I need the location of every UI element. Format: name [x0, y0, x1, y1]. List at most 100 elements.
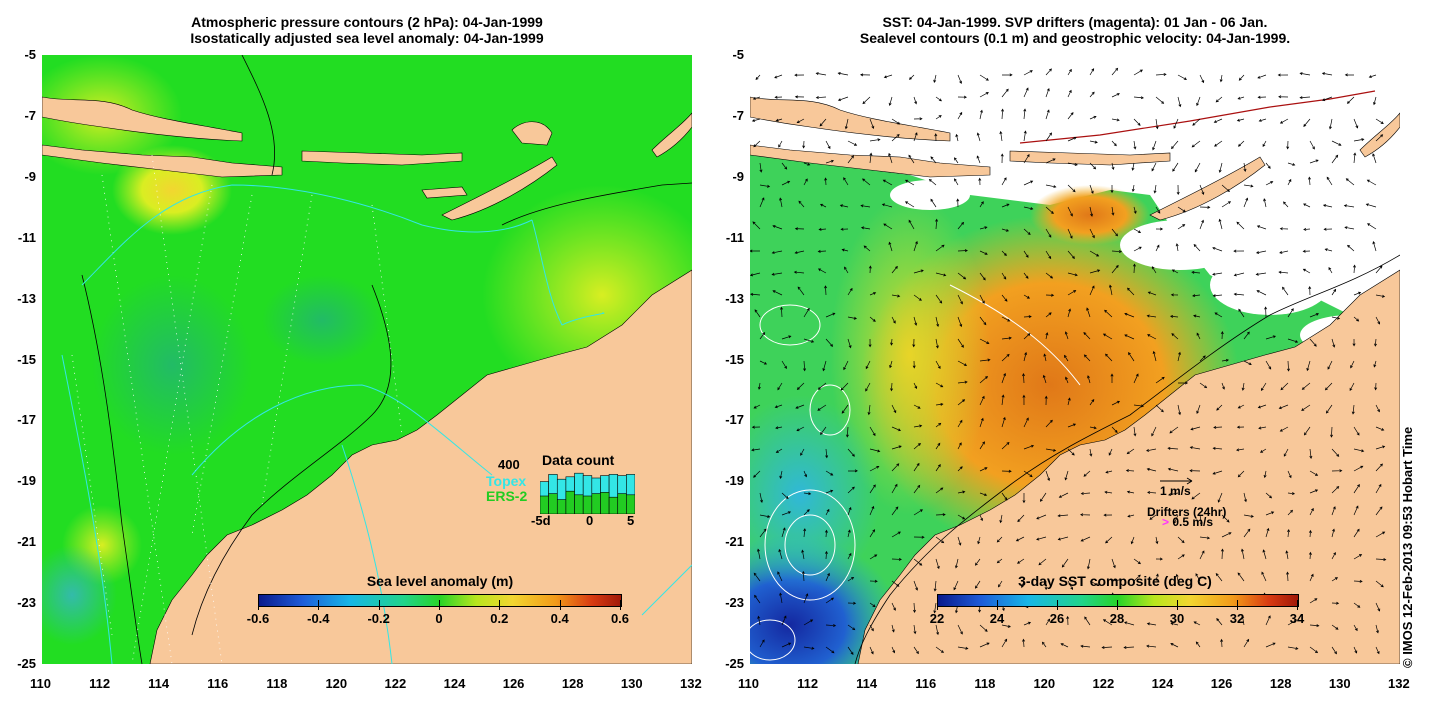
velocity-arrow-69 [1001, 108, 1005, 120]
velocity-arrow-137 [1218, 162, 1223, 173]
velocity-arrow-219 [1111, 228, 1119, 237]
velocity-arrow-636 [1353, 528, 1360, 538]
velocity-arrow-505 [1023, 444, 1035, 450]
velocity-arrow-204 [772, 225, 783, 230]
velocity-arrow-368 [1196, 332, 1201, 340]
velocity-arrow-666 [1375, 558, 1387, 562]
velocity-arrow-485 [1213, 425, 1223, 429]
velocity-arrow-419 [1042, 374, 1047, 384]
velocity-arrow-323 [847, 316, 858, 320]
velocity-arrow-291 [772, 290, 783, 296]
right-colorbar-tick-26: 26 [1049, 611, 1065, 626]
imos-credit: © IMOS 12-Feb-2013 09:53 Hobart Time [1400, 426, 1415, 668]
velocity-arrow-421 [1087, 375, 1091, 384]
velocity-arrow-544 [1237, 470, 1245, 478]
velocity-arrow-205 [794, 227, 805, 231]
velocity-arrow-329 [979, 316, 987, 326]
topex-track-2 [61, 354, 113, 664]
velocity-arrow-40 [1001, 88, 1009, 98]
velocity-arrow-738 [1045, 618, 1051, 626]
velocity-arrow-702 [891, 602, 896, 611]
velocity-arrow-643 [869, 554, 878, 560]
velocity-arrow-608 [1375, 506, 1383, 516]
velocity-arrow-642 [847, 552, 852, 560]
velocity-arrow-635 [1331, 528, 1335, 538]
velocity-arrow-71 [1045, 109, 1050, 120]
velocity-arrow-44 [1089, 91, 1095, 98]
velocity-arrow-349 [781, 335, 792, 340]
velocity-arrow-276 [1089, 269, 1101, 274]
velocity-arrow-217 [1067, 228, 1073, 239]
velocity-arrow-658 [1199, 550, 1205, 560]
velocity-arrow-728 [825, 624, 837, 628]
velocity-arrow-581 [781, 511, 792, 516]
velocity-arrow-231 [1367, 223, 1377, 230]
velocity-arrow-694 [1353, 579, 1363, 583]
velocity-arrow-412 [890, 382, 894, 392]
velocity-arrow-13 [1045, 68, 1052, 76]
velocity-arrow-501 [935, 442, 941, 450]
velocity-arrow-525 [825, 470, 834, 476]
velocity-arrow-37 [935, 96, 942, 102]
velocity-arrow-343 [1287, 308, 1294, 318]
velocity-arrow-382 [865, 360, 871, 370]
left-y-tick--23: -23 [17, 595, 36, 611]
velocity-arrow-604 [1287, 509, 1294, 516]
velocity-arrow-625 [1105, 536, 1113, 544]
velocity-arrow-238 [888, 241, 893, 252]
velocity-arrow-257 [1302, 249, 1311, 253]
velocity-arrow-275 [1067, 272, 1078, 277]
velocity-arrow-508 [1089, 448, 1093, 457]
velocity-arrow-328 [957, 316, 963, 328]
right-colorbar-tick-32: 32 [1229, 611, 1245, 626]
velocity-arrow-554 [825, 489, 834, 494]
velocity-arrow-178 [839, 204, 849, 208]
velocity-arrow-180 [881, 203, 893, 208]
velocity-arrow-117 [781, 162, 788, 170]
right-y-tick--23: -23 [725, 595, 744, 611]
right-colorbar-tick-34: 34 [1289, 611, 1305, 626]
velocity-arrow-192 [1155, 206, 1161, 214]
velocity-arrow-645 [913, 558, 923, 566]
left-colorbar-tick-mark-6 [620, 600, 621, 610]
velocity-arrow-118 [803, 162, 811, 166]
velocity-arrow-102 [1089, 140, 1098, 144]
velocity-arrow-283 [1233, 272, 1245, 277]
velocity-arrow-241 [957, 249, 968, 253]
velocity-arrow-277 [1111, 264, 1119, 274]
velocity-arrow-54 [1299, 96, 1311, 100]
velocity-arrow-253 [1212, 246, 1223, 252]
velocity-arrow-224 [1218, 218, 1223, 230]
velocity-arrow-690 [1261, 571, 1267, 582]
velocity-arrow-436 [774, 404, 783, 409]
velocity-arrow-9 [957, 74, 962, 84]
velocity-arrow-327 [935, 316, 940, 328]
velocity-arrow-177 [819, 203, 827, 208]
velocity-arrow-596 [1103, 513, 1113, 517]
velocity-arrow-433 [1349, 382, 1355, 392]
velocity-arrow-573 [1243, 492, 1247, 503]
velocity-arrow-296 [891, 294, 901, 298]
velocity-arrow-429 [1260, 382, 1267, 392]
right-colorbar-tick-mark-1 [997, 600, 998, 610]
velocity-arrow-513 [1189, 446, 1201, 450]
velocity-arrow-737 [1023, 621, 1032, 626]
right-x-tick-118: 118 [974, 676, 996, 691]
velocity-arrow-115 [1375, 134, 1384, 142]
right-x-tick-124: 124 [1151, 676, 1174, 691]
left-y-tick--9: -9 [24, 168, 36, 184]
velocity-arrow-99 [1023, 130, 1027, 142]
velocity-arrow-378 [781, 360, 787, 369]
cloud-gap-1 [1120, 220, 1240, 270]
velocity-arrow-655 [1133, 558, 1141, 565]
velocity-arrow-72 [1067, 112, 1074, 120]
velocity-arrow-131 [1089, 162, 1097, 170]
data-count-bar-ers-2-7 [600, 492, 610, 514]
velocity-arrow-208 [860, 226, 871, 230]
velocity-arrow-75 [1133, 118, 1141, 126]
velocity-arrow-667 [753, 572, 761, 582]
velocity-arrow-762 [935, 646, 945, 653]
velocity-arrow-49 [1196, 96, 1201, 107]
velocity-arrow-428 [1241, 382, 1245, 391]
velocity-arrow-210 [908, 219, 915, 230]
